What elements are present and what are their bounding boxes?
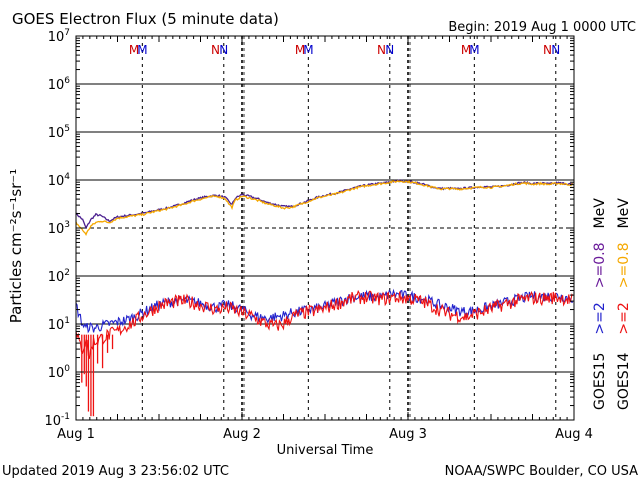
x-tick-label: Aug 2	[223, 427, 261, 442]
marker-label: N	[543, 43, 552, 57]
marker-label: N	[377, 43, 386, 57]
legend-sat: GOES15	[592, 353, 608, 410]
series-line	[75, 289, 574, 359]
series-line	[75, 179, 574, 229]
marker-label: M	[303, 43, 313, 57]
marker-label: N	[219, 43, 228, 57]
legend-sat: GOES14	[616, 352, 632, 410]
legend-row-goes14: GOES14 >=2 >=0.8 MeV	[616, 198, 632, 410]
marker-label: M	[129, 43, 139, 57]
chart-title: GOES Electron Flux (5 minute data)	[12, 10, 279, 28]
x-tick-label: Aug 4	[555, 427, 593, 442]
legend-row-goes15: GOES15 >=2 >=0.8 MeV	[592, 198, 608, 410]
legend-high: >=0.8	[616, 242, 632, 288]
marker-label: M	[137, 43, 147, 57]
data-series	[75, 179, 574, 417]
y-axis-ticks: 10-1 100 101 102 103 104 105 106 107	[44, 28, 574, 429]
y-tick-label: 100	[48, 364, 71, 381]
legend-low: >=2	[616, 302, 632, 334]
marker-label: N	[385, 43, 394, 57]
series-line	[75, 179, 574, 236]
marker-label: N	[551, 43, 560, 57]
marker-label: N	[211, 43, 220, 57]
marker-label: M	[295, 43, 305, 57]
legend-low: >=2	[592, 302, 608, 334]
y-tick-label: 105	[48, 124, 70, 141]
y-tick-label: 102	[48, 268, 70, 285]
y-axis-label: Particles cm⁻²s⁻¹sr⁻¹	[7, 169, 25, 323]
x-axis-ticks: Aug 1 Aug 2 Aug 3 Aug 4	[57, 36, 593, 442]
y-tick-label: 104	[48, 172, 71, 189]
y-tick-label: 101	[48, 316, 70, 333]
y-tick-label: 106	[48, 76, 71, 93]
legend-high: >=0.8	[592, 242, 608, 288]
grid	[76, 83, 574, 373]
series-line	[75, 288, 574, 334]
x-tick-label: Aug 3	[389, 427, 427, 442]
marker-labels: MM N N MM N N MM N N	[129, 43, 560, 57]
day-dividers	[141, 36, 557, 420]
marker-label: M	[461, 43, 471, 57]
updated-time: Updated 2019 Aug 3 23:56:02 UTC	[2, 464, 229, 479]
legend: GOES15 >=2 >=0.8 MeV GOES14 >=2 >=0.8 MeV	[592, 198, 632, 410]
x-axis-label: Universal Time	[277, 443, 374, 458]
marker-label: M	[469, 43, 479, 57]
y-tick-label: 103	[48, 220, 70, 237]
y-tick-label: 10-1	[44, 412, 70, 429]
y-tick-label: 107	[48, 28, 70, 45]
begin-time: Begin: 2019 Aug 1 0000 UTC	[448, 20, 636, 35]
legend-unit: MeV	[592, 198, 608, 229]
x-tick-label: Aug 1	[57, 427, 95, 442]
credit-text: NOAA/SWPC Boulder, CO USA	[445, 464, 638, 479]
legend-unit: MeV	[616, 198, 632, 229]
